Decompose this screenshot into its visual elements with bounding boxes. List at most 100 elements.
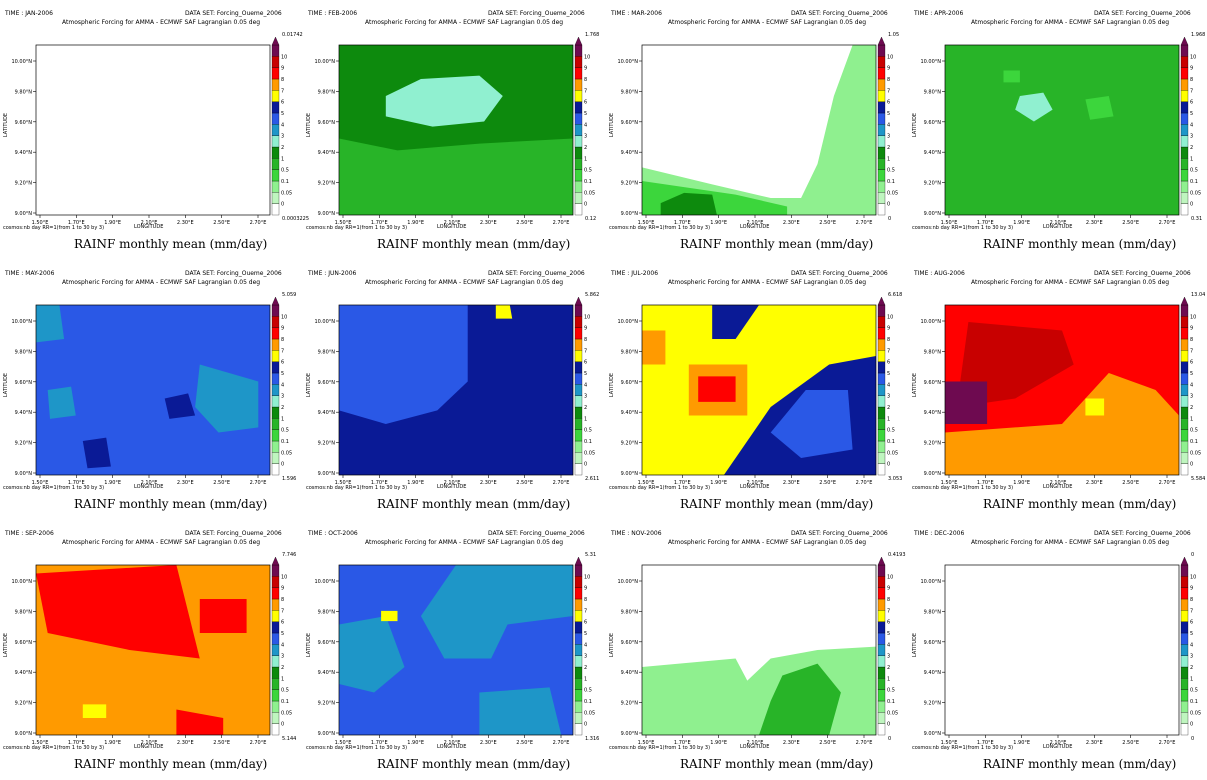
colorbar-swatch <box>877 610 886 622</box>
colorbar-swatch <box>877 564 886 577</box>
colorbar-label: 6 <box>887 360 890 366</box>
panel-subtitle: Atmospheric Forcing for AMMA - ECMWF SAF… <box>365 539 564 546</box>
colorbar-arrow <box>271 556 280 566</box>
lon-tick-label: 2.70°E <box>1159 220 1176 226</box>
colorbar-label: 0 <box>887 202 890 208</box>
plot-frame <box>944 564 1180 736</box>
lon-tick-label: 2.30°E <box>177 220 194 226</box>
map-panel: TIME : MAY-2006 DATA SET: Forcing_Oueme_2… <box>0 260 301 520</box>
lon-tick-label: 2.70°E <box>250 220 267 226</box>
lon-tick-label: 1.50°E <box>638 220 655 226</box>
colorbar-swatch <box>271 146 280 159</box>
rainfall-region <box>759 663 841 735</box>
colorbar-max-value: 6.618 <box>888 292 903 298</box>
colorbar-label: 7 <box>1190 608 1193 614</box>
colorbar-label: 0.5 <box>887 168 895 174</box>
panel-dataset-label: DATA SET: Forcing_Oueme_2006 <box>488 270 585 277</box>
panel-dataset-label: DATA SET: Forcing_Oueme_2006 <box>185 270 282 277</box>
colorbar-min-value: 0.12 <box>585 216 597 222</box>
colorbar-label: 0 <box>1190 722 1193 728</box>
colorbar-swatch <box>574 655 583 668</box>
colorbar-swatch <box>1180 644 1189 656</box>
colorbar-swatch <box>271 135 280 148</box>
lat-tick-label: 10.00°N <box>11 59 32 65</box>
rainfall-region <box>339 305 468 424</box>
lat-tick-label: 9.40°N <box>924 410 942 416</box>
panel-subtitle: Atmospheric Forcing for AMMA - ECMWF SAF… <box>971 19 1170 26</box>
colorbar-swatch <box>574 406 583 419</box>
lon-tick-label: 2.70°E <box>856 480 873 486</box>
lat-tick-label: 9.60°N <box>15 640 33 646</box>
plot-frame <box>338 44 574 216</box>
panel-caption: RAINF monthly mean (mm/day) <box>74 497 268 511</box>
colorbar-swatch <box>877 146 886 159</box>
colorbar-swatch <box>1180 90 1189 102</box>
panel-time-label: TIME : NOV-2006 <box>611 530 662 537</box>
colorbar-label: 8 <box>584 77 587 83</box>
colorbar-swatch <box>1180 304 1189 317</box>
colorbar-label: 0.5 <box>584 168 592 174</box>
lat-tick-label: 9.40°N <box>318 150 336 156</box>
colorbar-label: 5 <box>1190 111 1193 117</box>
lat-tick-label: 9.00°N <box>924 211 942 217</box>
lat-tick-label: 9.20°N <box>621 701 639 707</box>
colorbar-swatch <box>1180 316 1189 328</box>
panel-footer: cosmos:nb day RR=1(from 1 to 30 by 3) <box>609 745 711 751</box>
colorbar-label: 3 <box>1190 654 1193 660</box>
lon-tick-label: 1.70°E <box>371 220 388 226</box>
lat-tick-label: 9.40°N <box>15 670 33 676</box>
lat-tick-label: 9.40°N <box>621 150 639 156</box>
colorbar-swatch <box>877 192 886 204</box>
lon-tick-label: 2.10°E <box>747 220 764 226</box>
colorbar-label: 7 <box>584 348 587 354</box>
colorbar-label: 3 <box>1190 394 1193 400</box>
colorbar-label: 0 <box>281 462 284 468</box>
map-panel: TIME : NOV-2006 DATA SET: Forcing_Oueme_2… <box>606 520 907 780</box>
plot-frame <box>35 44 271 216</box>
colorbar-swatch <box>1180 101 1189 114</box>
colorbar-swatch <box>574 169 583 182</box>
lat-tick-label: 9.80°N <box>318 89 336 95</box>
colorbar-min-value: 0.31 <box>1191 216 1203 222</box>
plot-frame <box>338 564 574 736</box>
panel-time-label: TIME : MAY-2006 <box>5 270 55 277</box>
colorbar-label: 0.05 <box>1190 450 1201 456</box>
colorbar-label: 4 <box>584 642 587 648</box>
y-axis-label: LATITUDE <box>306 632 313 658</box>
colorbar-swatch <box>574 395 583 408</box>
colorbar-swatch <box>271 463 280 476</box>
colorbar-label: 7 <box>281 348 284 354</box>
colorbar-label: 4 <box>281 122 284 128</box>
colorbar-swatch <box>574 587 583 600</box>
colorbar-label: 0.05 <box>584 450 595 456</box>
lat-tick-label: 9.20°N <box>924 701 942 707</box>
colorbar-label: 3 <box>584 134 587 140</box>
panel-subtitle: Atmospheric Forcing for AMMA - ECMWF SAF… <box>668 539 867 546</box>
colorbar-swatch <box>877 135 886 148</box>
colorbar-label: 0 <box>584 722 587 728</box>
colorbar-swatch <box>1180 350 1189 362</box>
colorbar-swatch <box>574 678 583 690</box>
lon-tick-label: 1.50°E <box>638 740 655 746</box>
lon-tick-label: 1.50°E <box>32 220 49 226</box>
panel-footer: cosmos:nb day RR=1(from 1 to 30 by 3) <box>306 745 408 751</box>
map-panel: TIME : SEP-2006 DATA SET: Forcing_Oueme_2… <box>0 520 301 780</box>
colorbar-label: 5 <box>584 631 587 637</box>
colorbar-max-value: 13.04 <box>1191 292 1206 298</box>
rainfall-region <box>945 381 988 424</box>
colorbar-label: 0.1 <box>584 439 592 445</box>
panel-footer: cosmos:nb day RR=1(from 1 to 30 by 3) <box>912 745 1014 751</box>
colorbar-label: 9 <box>281 326 284 332</box>
colorbar-label: 0.05 <box>281 190 292 196</box>
colorbar-label: 10 <box>887 574 893 580</box>
colorbar-label: 3 <box>1190 134 1193 140</box>
panel-caption: RAINF monthly mean (mm/day) <box>377 497 571 511</box>
lon-tick-label: 2.30°E <box>783 220 800 226</box>
panel-time-label: TIME : DEC-2006 <box>914 530 965 537</box>
panel-subtitle: Atmospheric Forcing for AMMA - ECMWF SAF… <box>668 19 867 26</box>
colorbar-label: 0 <box>1190 462 1193 468</box>
lat-tick-label: 9.60°N <box>318 120 336 126</box>
colorbar-swatch <box>574 429 583 442</box>
colorbar-label: 5 <box>1190 371 1193 377</box>
colorbar-swatch <box>1180 203 1189 216</box>
